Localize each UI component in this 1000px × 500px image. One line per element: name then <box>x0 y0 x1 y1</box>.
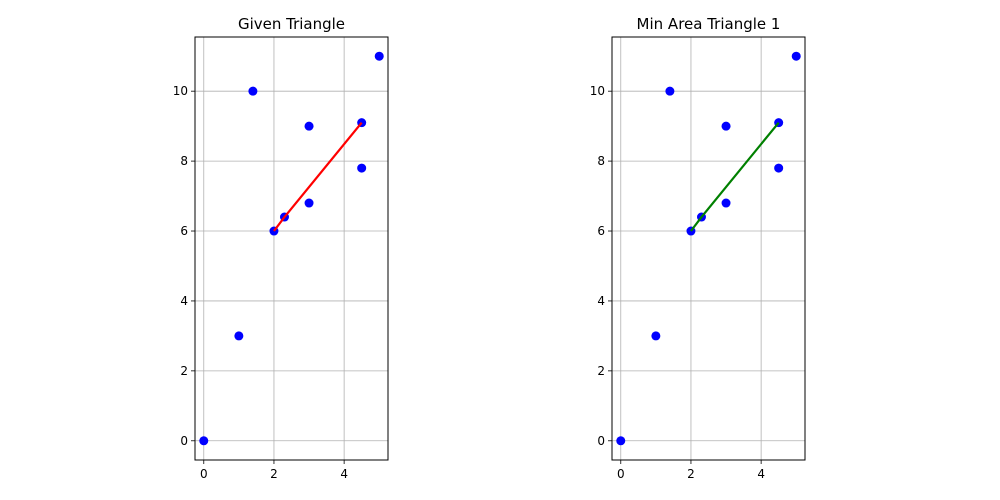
triangle-line <box>690 121 780 232</box>
y-tick-label: 8 <box>180 154 188 168</box>
y-tick-label: 10 <box>590 84 605 98</box>
data-point <box>721 121 731 131</box>
x-tick-label: 4 <box>757 467 765 481</box>
y-tick-label: 6 <box>597 224 605 238</box>
x-tick-label: 0 <box>200 467 208 481</box>
data-point <box>721 198 731 208</box>
x-tick-label: 4 <box>340 467 348 481</box>
chart-title: Min Area Triangle 1 <box>637 15 781 33</box>
axes-frame <box>194 36 389 461</box>
data-point <box>374 51 384 61</box>
x-tick-label: 2 <box>687 467 695 481</box>
y-tick-label: 2 <box>180 364 188 378</box>
data-point <box>357 163 367 173</box>
subplot-1: 0 2 4 0 2 4 6 8 10 Given Triangle <box>173 15 389 481</box>
y-tick-label: 6 <box>180 224 188 238</box>
data-point <box>199 436 209 446</box>
triangle-line <box>273 121 363 232</box>
y-tick-label: 8 <box>597 154 605 168</box>
data-point <box>651 331 661 341</box>
data-point <box>248 86 258 96</box>
data-point <box>304 198 314 208</box>
y-tick-label: 4 <box>180 294 188 308</box>
chart-title: Given Triangle <box>238 15 345 33</box>
data-point <box>304 121 314 131</box>
y-tick-label: 0 <box>597 434 605 448</box>
data-point <box>665 86 675 96</box>
y-tick-label: 2 <box>597 364 605 378</box>
y-tick-label: 0 <box>180 434 188 448</box>
axes-frame <box>611 36 806 461</box>
y-tick-label: 4 <box>597 294 605 308</box>
x-tick-label: 0 <box>617 467 625 481</box>
x-tick-label: 2 <box>270 467 278 481</box>
data-point <box>616 436 626 446</box>
subplot-2: 0 2 4 0 2 4 6 8 10 Min Area Triangle 1 <box>590 15 806 481</box>
y-tick-label: 10 <box>173 84 188 98</box>
data-point <box>774 163 784 173</box>
data-point <box>791 51 801 61</box>
data-point <box>234 331 244 341</box>
